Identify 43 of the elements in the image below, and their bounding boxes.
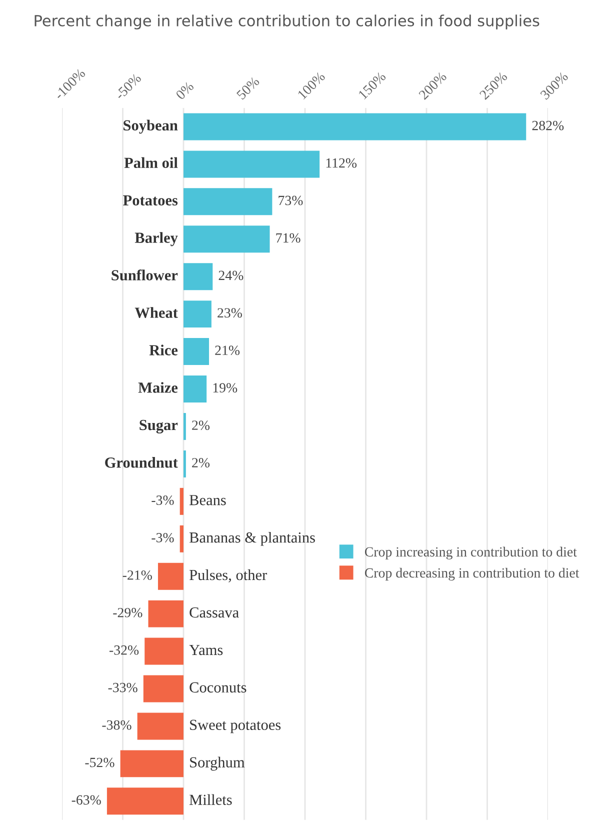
y-tick-label: Cassava [190, 607, 239, 618]
y-tick-label: Sweet potatoes [190, 720, 281, 734]
text: -33% [108, 682, 138, 692]
y-tick-label: Beans [189, 495, 226, 506]
y-tick-label: Wheat [134, 307, 178, 318]
text: 19% [213, 383, 238, 393]
text: 73% [278, 196, 303, 206]
y-tick-label: Rice [149, 344, 178, 356]
y-tick-label: Bananas & plantains [189, 532, 315, 546]
y-tick-label: Pulses, other [189, 569, 268, 582]
x-tick-label: 50% [236, 76, 260, 100]
text: -63% [72, 795, 101, 805]
y-tick-label: Sunflower [112, 270, 178, 280]
y-tick-label: Coconuts [190, 682, 246, 693]
x-tick-label: 0% [175, 81, 194, 100]
y-tick-label: Yams [189, 644, 223, 656]
text: -3% [152, 532, 174, 542]
y-tick-label: Barley [134, 232, 178, 246]
text: -32% [110, 645, 139, 655]
text: -3% [152, 496, 174, 505]
y-tick-label: Palm oil [124, 157, 178, 168]
legend-label: Crop increasing in contribution to diet [364, 546, 577, 560]
text: -29% [113, 608, 142, 618]
text: 23% [218, 308, 242, 318]
text: 2% [192, 420, 210, 430]
text: 71% [276, 233, 300, 243]
legend-label: Crop decreasing in contribution to diet [364, 568, 580, 580]
text: 282% [532, 120, 564, 130]
text: 24% [218, 270, 244, 280]
y-tick-label: Soybean [124, 120, 178, 134]
y-tick-label: Groundnut [105, 457, 178, 468]
chart-title: Percent change in relative contribution to calories in food supplies [34, 14, 540, 30]
text: -52% [85, 758, 114, 768]
text: 21% [215, 346, 240, 356]
y-tick-label: Potatoes [123, 195, 178, 206]
y-tick-label: Sorghum [190, 756, 245, 771]
text: -21% [122, 570, 152, 580]
y-tick-label: Millets [189, 794, 232, 805]
text: 2% [192, 458, 210, 468]
text: 112% [326, 158, 357, 168]
y-tick-label: Maize [138, 382, 178, 393]
y-tick-label: Sugar [140, 420, 178, 434]
text: -38% [102, 720, 132, 730]
